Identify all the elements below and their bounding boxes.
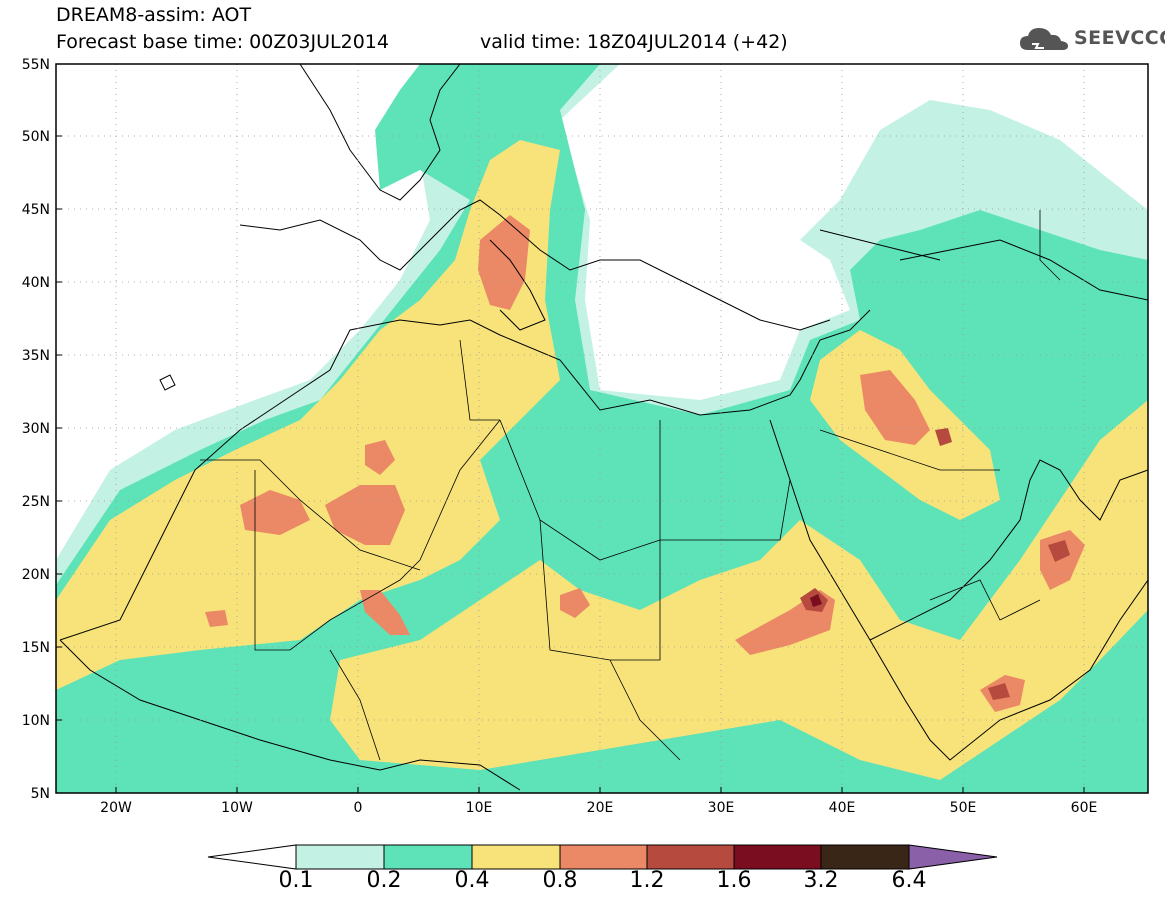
aot-field	[56, 64, 1148, 793]
colorbar-swatch	[295, 844, 385, 870]
borders	[200, 210, 1061, 761]
lat-label: 40N	[22, 275, 50, 291]
colorbar-label: 0.8	[542, 868, 578, 893]
gridlines	[56, 64, 1148, 793]
lat-label: 50N	[22, 129, 50, 145]
lon-label: 30E	[708, 800, 735, 816]
logo-text: SEEVCCC	[1074, 27, 1165, 49]
forecast-base-time: Forecast base time: 00Z03JUL2014	[56, 31, 389, 53]
lon-label: 0	[354, 800, 363, 816]
map-title: DREAM8-assim: AOT	[56, 4, 252, 26]
colorbar-over-triangle	[908, 844, 998, 870]
lat-label: 25N	[22, 494, 50, 510]
latitude-labels: 55N 50N 45N 40N 35N 30N 25N 20N 15N 10N …	[22, 57, 50, 802]
aot-contour-0.8	[240, 490, 310, 535]
aot-contour-0.8	[205, 610, 228, 627]
colorbar-swatch	[820, 844, 910, 870]
colorbar-under-triangle	[207, 844, 297, 870]
colorbar-swatch	[559, 844, 648, 870]
colorbar-label: 3.2	[803, 868, 839, 893]
aot-contour-1.2	[988, 683, 1010, 700]
aot-contour-1.2	[1048, 540, 1070, 562]
colorbar-label: 0.4	[454, 868, 490, 893]
colorbar-label: 0.1	[278, 868, 314, 893]
colorbar-swatch	[646, 844, 735, 870]
colorbar-label: 6.4	[891, 868, 927, 893]
lon-label: 10W	[221, 800, 253, 816]
cloud-icon	[1020, 28, 1068, 50]
colorbar-label: 1.2	[629, 868, 665, 893]
colorbar	[207, 844, 998, 870]
colorbar-label: 1.6	[716, 868, 752, 893]
aot-contour-0.8	[560, 588, 590, 618]
lon-label: 40E	[829, 800, 856, 816]
lon-label: 20W	[100, 800, 132, 816]
colorbar-label: 0.2	[366, 868, 402, 893]
lat-label: 5N	[31, 786, 50, 802]
aot-contour-0.8	[478, 215, 530, 310]
aot-contour-1.6	[810, 594, 822, 607]
aot-contour-0.8	[365, 440, 395, 475]
aot-contour-0.8	[360, 590, 410, 635]
lat-label: 35N	[22, 348, 50, 364]
lon-label: 60E	[1071, 800, 1098, 816]
lat-label: 45N	[22, 202, 50, 218]
lat-label: 15N	[22, 640, 50, 656]
aot-contour-0.8	[325, 485, 405, 545]
aot-contour-0.4	[330, 400, 1148, 780]
lat-label: 20N	[22, 567, 50, 583]
colorbar-swatch	[383, 844, 473, 870]
seevccc-logo	[1018, 24, 1158, 56]
coastlines	[59, 64, 1148, 791]
lat-label: 30N	[22, 421, 50, 437]
longitude-labels: 20W 10W 0 10E 20E 30E 40E 50E 60E	[100, 800, 1097, 816]
lon-label: 10E	[466, 800, 493, 816]
lat-label: 55N	[22, 57, 50, 73]
lon-label: 50E	[950, 800, 977, 816]
axis-ticks	[56, 63, 1085, 794]
colorbar-swatch	[733, 844, 822, 870]
lon-label: 20E	[587, 800, 614, 816]
aot-contour-0.8	[860, 370, 930, 445]
lat-label: 10N	[22, 713, 50, 729]
aot-contour-1.2	[935, 428, 952, 446]
aot-contour-0.4	[56, 140, 560, 690]
valid-time: valid time: 18Z04JUL2014 (+42)	[480, 31, 788, 53]
colorbar-swatch	[471, 844, 561, 870]
